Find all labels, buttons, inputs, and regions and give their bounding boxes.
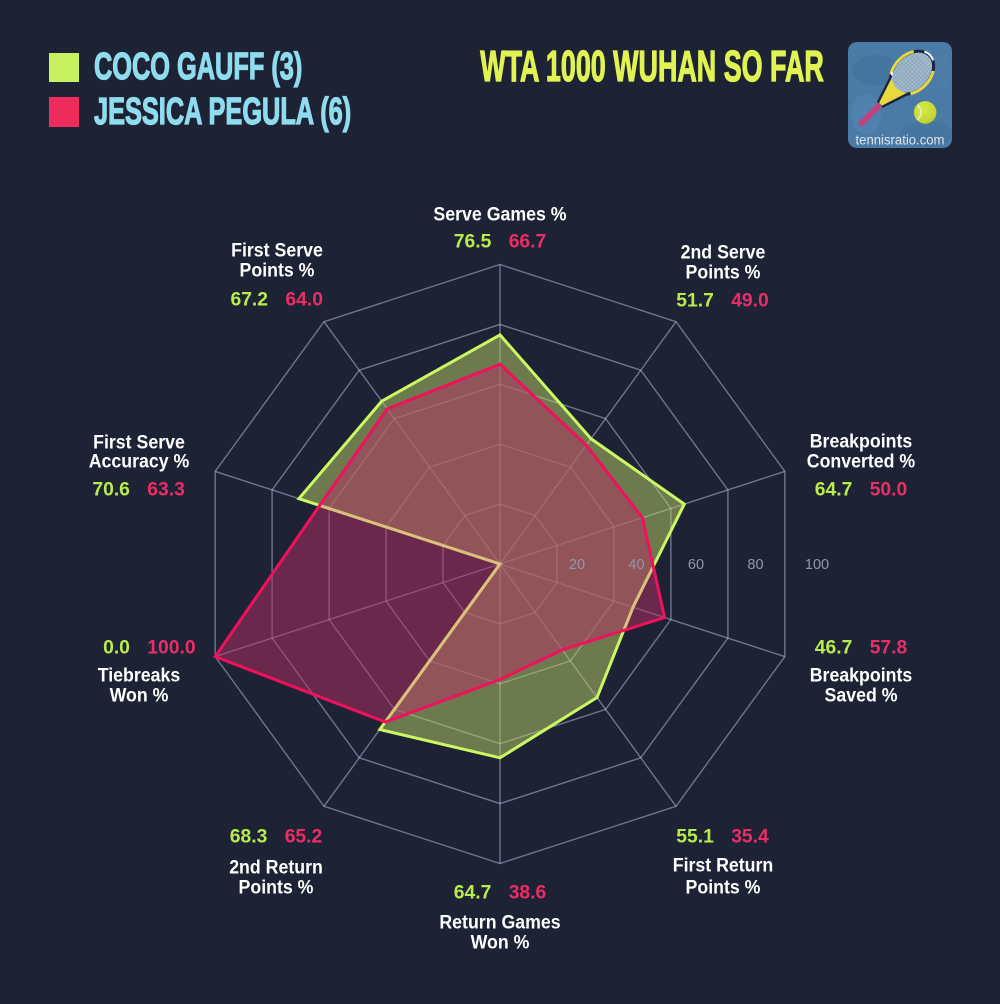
- svg-text:tennisratio.com: tennisratio.com: [855, 132, 944, 147]
